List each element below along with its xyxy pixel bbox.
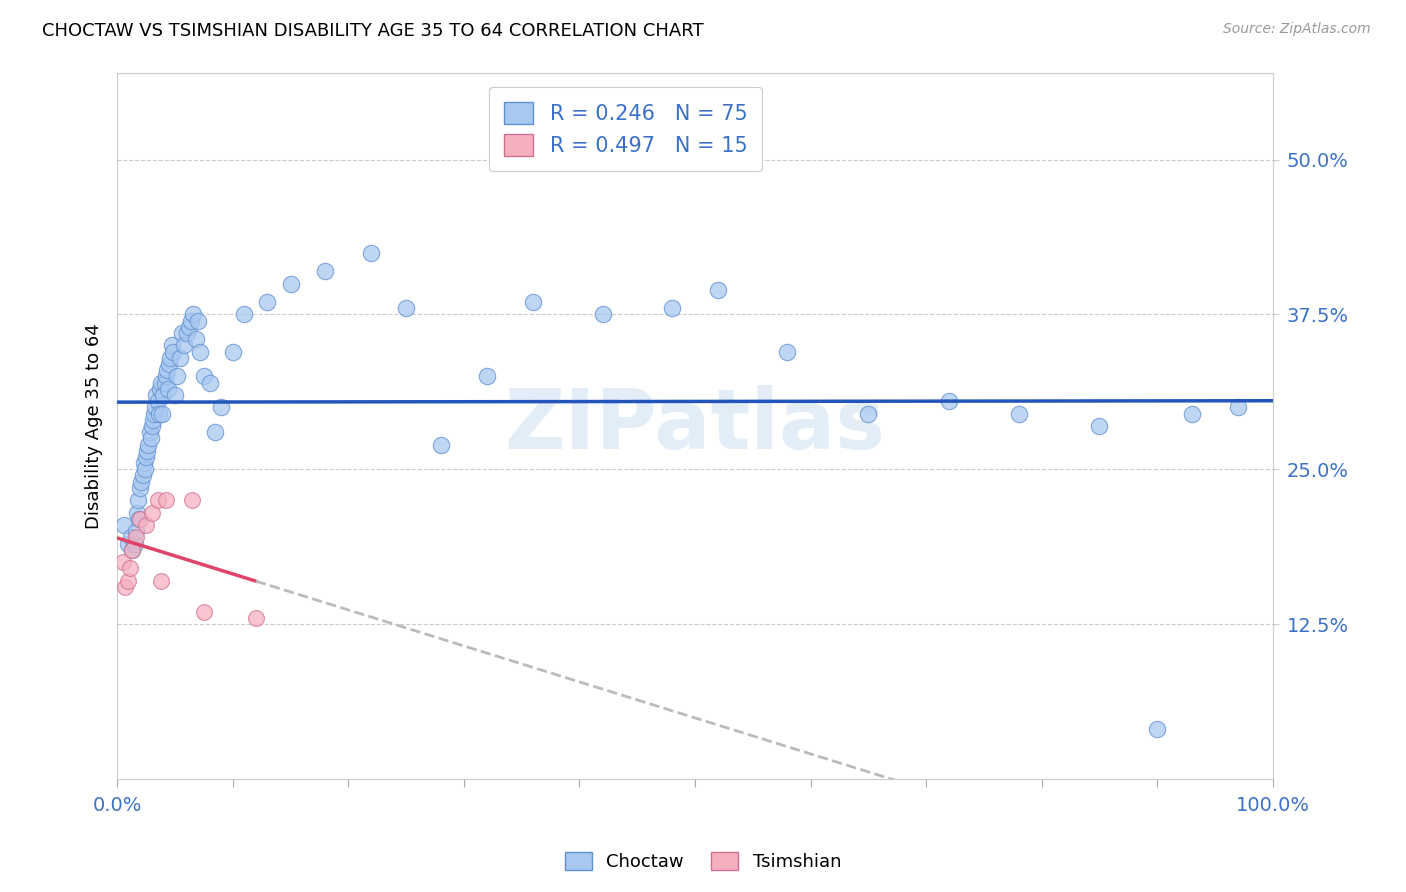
Point — [162, 344, 184, 359]
Point — [139, 431, 162, 445]
Point — [776, 344, 799, 359]
Point — [166, 369, 188, 384]
Point — [141, 506, 163, 520]
Point — [117, 574, 139, 588]
Point — [155, 493, 177, 508]
Point — [146, 493, 169, 508]
Point — [114, 580, 136, 594]
Point — [121, 542, 143, 557]
Point — [395, 301, 418, 316]
Point — [1088, 419, 1111, 434]
Point — [190, 344, 212, 359]
Point — [150, 407, 173, 421]
Point — [429, 437, 451, 451]
Point — [169, 351, 191, 365]
Point — [180, 313, 202, 327]
Point — [150, 574, 173, 588]
Point — [138, 437, 160, 451]
Point — [150, 376, 173, 390]
Point — [177, 319, 200, 334]
Point — [146, 394, 169, 409]
Point — [131, 475, 153, 489]
Point — [184, 332, 207, 346]
Point — [173, 338, 195, 352]
Text: ZIPatlas: ZIPatlas — [505, 385, 886, 467]
Point — [142, 413, 165, 427]
Point — [141, 419, 163, 434]
Legend: R = 0.246   N = 75, R = 0.497   N = 15: R = 0.246 N = 75, R = 0.497 N = 15 — [489, 87, 762, 171]
Point — [129, 512, 152, 526]
Point — [128, 512, 150, 526]
Point — [132, 456, 155, 470]
Point — [1007, 407, 1029, 421]
Point — [1227, 401, 1250, 415]
Point — [135, 450, 157, 464]
Point — [129, 481, 152, 495]
Point — [149, 382, 172, 396]
Point — [181, 493, 204, 508]
Point — [121, 542, 143, 557]
Point — [145, 388, 167, 402]
Point — [124, 536, 146, 550]
Point — [204, 425, 226, 439]
Point — [159, 351, 181, 365]
Point — [1181, 407, 1204, 421]
Point — [592, 308, 614, 322]
Point — [280, 277, 302, 291]
Point — [157, 357, 180, 371]
Point — [183, 308, 205, 322]
Point — [170, 326, 193, 340]
Point — [112, 518, 135, 533]
Point — [118, 561, 141, 575]
Point — [152, 388, 174, 402]
Point — [156, 363, 179, 377]
Point — [198, 376, 221, 390]
Point — [131, 468, 153, 483]
Point — [360, 245, 382, 260]
Point — [148, 407, 170, 421]
Point — [138, 425, 160, 439]
Point — [707, 283, 730, 297]
Point — [136, 443, 159, 458]
Point — [176, 326, 198, 340]
Point — [124, 530, 146, 544]
Point — [522, 295, 544, 310]
Point — [193, 605, 215, 619]
Point — [858, 407, 880, 421]
Legend: Choctaw, Tsimshian: Choctaw, Tsimshian — [558, 845, 848, 879]
Point — [155, 369, 177, 384]
Point — [938, 394, 960, 409]
Point — [117, 536, 139, 550]
Point — [314, 264, 336, 278]
Point — [143, 407, 166, 421]
Point — [163, 388, 186, 402]
Point — [120, 530, 142, 544]
Point — [1146, 723, 1168, 737]
Point — [160, 338, 183, 352]
Point — [222, 344, 245, 359]
Point — [127, 493, 149, 508]
Y-axis label: Disability Age 35 to 64: Disability Age 35 to 64 — [86, 323, 103, 529]
Point — [187, 313, 209, 327]
Point — [125, 506, 148, 520]
Point — [209, 401, 232, 415]
Point — [157, 382, 180, 396]
Point — [124, 524, 146, 539]
Point — [135, 518, 157, 533]
Point — [153, 376, 176, 390]
Point — [475, 369, 498, 384]
Point — [233, 308, 256, 322]
Point — [134, 462, 156, 476]
Point — [193, 369, 215, 384]
Point — [661, 301, 683, 316]
Text: Source: ZipAtlas.com: Source: ZipAtlas.com — [1223, 22, 1371, 37]
Text: CHOCTAW VS TSIMSHIAN DISABILITY AGE 35 TO 64 CORRELATION CHART: CHOCTAW VS TSIMSHIAN DISABILITY AGE 35 T… — [42, 22, 704, 40]
Point — [245, 611, 267, 625]
Point — [143, 401, 166, 415]
Point — [256, 295, 278, 310]
Point — [111, 555, 134, 569]
